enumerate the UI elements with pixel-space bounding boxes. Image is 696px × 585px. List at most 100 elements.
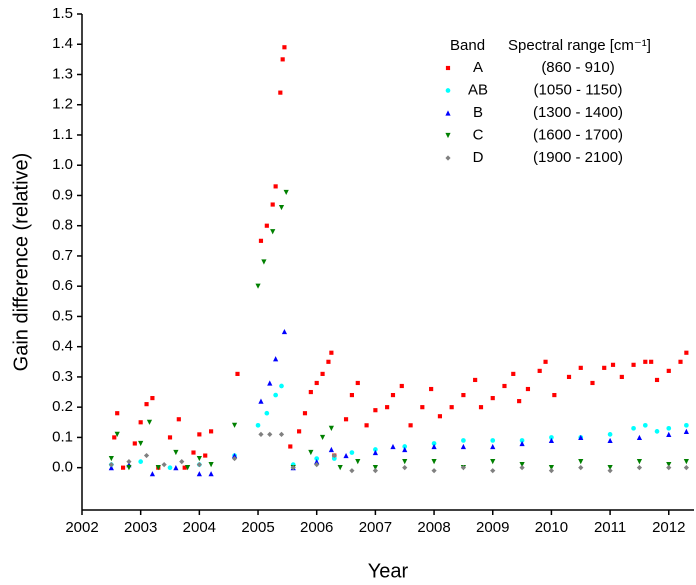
marker <box>173 449 179 456</box>
marker <box>282 45 287 50</box>
legend-range: (860 - 910) <box>541 59 614 76</box>
marker <box>373 408 378 413</box>
marker <box>182 465 187 470</box>
marker <box>149 471 156 477</box>
marker <box>431 468 437 474</box>
marker <box>473 377 478 383</box>
y-tick-label: 1.1 <box>52 126 73 143</box>
y-tick-label: 0.0 <box>52 459 73 476</box>
marker <box>231 452 238 459</box>
marker <box>270 202 275 207</box>
marker <box>461 392 466 398</box>
x-tick-label: 2010 <box>535 519 568 536</box>
marker <box>631 362 636 367</box>
x-axis-label: Year <box>368 560 409 582</box>
marker <box>132 441 137 446</box>
marker <box>329 350 334 355</box>
marker <box>146 419 153 425</box>
marker <box>302 411 308 416</box>
x-tick-label: 2011 <box>594 519 626 536</box>
marker <box>337 465 343 471</box>
marker <box>143 452 150 459</box>
marker <box>364 423 369 428</box>
marker <box>270 229 276 235</box>
marker <box>267 431 273 437</box>
marker <box>519 438 525 443</box>
marker <box>112 435 117 440</box>
legend-marker <box>445 155 451 161</box>
marker <box>372 468 378 474</box>
marker <box>517 399 522 404</box>
y-tick-label: 1.4 <box>52 35 73 52</box>
marker <box>167 435 173 440</box>
marker <box>490 443 496 450</box>
x-tick-label: 2006 <box>300 519 333 536</box>
marker <box>280 57 285 62</box>
marker <box>355 380 360 386</box>
marker <box>402 446 408 453</box>
marker <box>490 468 496 474</box>
marker <box>402 444 408 449</box>
marker <box>203 453 208 458</box>
marker <box>590 380 595 386</box>
marker <box>191 450 196 455</box>
marker <box>683 428 689 434</box>
marker <box>490 396 495 401</box>
marker <box>235 371 240 376</box>
marker <box>126 459 132 465</box>
marker <box>607 465 613 471</box>
y-tick-label: 0.6 <box>52 277 73 294</box>
marker <box>578 459 584 465</box>
legend-marker <box>445 110 451 116</box>
marker <box>196 455 202 462</box>
marker <box>273 356 279 362</box>
marker <box>566 374 572 380</box>
marker <box>429 386 434 392</box>
marker <box>349 392 354 398</box>
marker <box>314 380 319 386</box>
marker <box>264 223 269 228</box>
marker <box>273 184 278 189</box>
legend-range: (1300 - 1400) <box>533 104 623 121</box>
marker <box>678 359 683 364</box>
y-tick-label: 0.4 <box>52 338 73 355</box>
x-tick-label: 2003 <box>124 519 157 536</box>
marker <box>314 462 320 468</box>
marker <box>208 471 214 477</box>
marker <box>328 425 334 431</box>
legend-label: C <box>473 126 484 143</box>
legend-label: D <box>473 149 484 166</box>
legend-range: (1900 - 2100) <box>533 149 623 166</box>
y-axis-label: Gain difference (relative) <box>10 153 32 372</box>
marker <box>511 371 516 376</box>
marker <box>255 422 261 428</box>
marker <box>278 204 285 211</box>
y-tick-label: 0.9 <box>52 186 73 203</box>
y-tick-label: 0.3 <box>52 368 73 385</box>
marker <box>208 462 214 468</box>
marker <box>209 429 214 434</box>
legend-header: Spectral range [cm⁻¹] <box>508 37 651 54</box>
marker <box>683 459 689 465</box>
marker <box>264 410 270 416</box>
marker <box>666 431 672 437</box>
y-tick-label: 0.7 <box>52 247 73 264</box>
marker <box>449 405 454 410</box>
marker <box>155 465 161 471</box>
marker <box>643 359 648 364</box>
x-tick-label: 2012 <box>652 519 685 536</box>
marker <box>267 380 273 386</box>
marker <box>138 420 143 425</box>
marker <box>108 462 114 468</box>
marker <box>108 455 114 462</box>
marker <box>399 383 404 389</box>
marker <box>308 449 314 456</box>
marker <box>519 465 525 471</box>
marker <box>684 350 689 355</box>
marker <box>319 434 326 441</box>
marker <box>649 359 654 364</box>
marker <box>331 452 337 459</box>
marker <box>666 465 672 471</box>
y-tick-label: 0.8 <box>52 217 73 234</box>
marker <box>519 462 525 468</box>
